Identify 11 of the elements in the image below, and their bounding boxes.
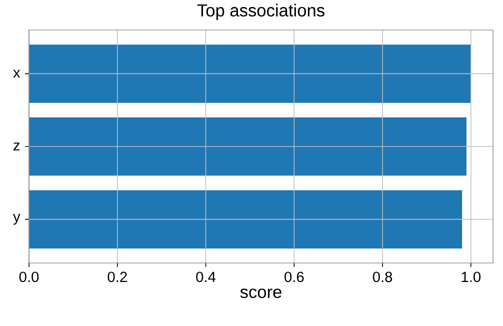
x-tick-label: 0.2 — [108, 272, 127, 282]
x-tick-label: 0.8 — [372, 272, 392, 282]
x-axis-title: score — [240, 288, 282, 298]
x-tick-label: 0.0 — [19, 272, 39, 282]
chart-title: Top associations — [197, 4, 324, 20]
y-tick-label: x — [13, 70, 20, 78]
x-tick-label: 1.0 — [462, 272, 481, 282]
x-tick-label: 0.4 — [196, 272, 216, 282]
x-tick-label: 0.6 — [284, 272, 304, 282]
y-tick-label: y — [13, 214, 20, 225]
y-tick-label: z — [14, 142, 20, 150]
